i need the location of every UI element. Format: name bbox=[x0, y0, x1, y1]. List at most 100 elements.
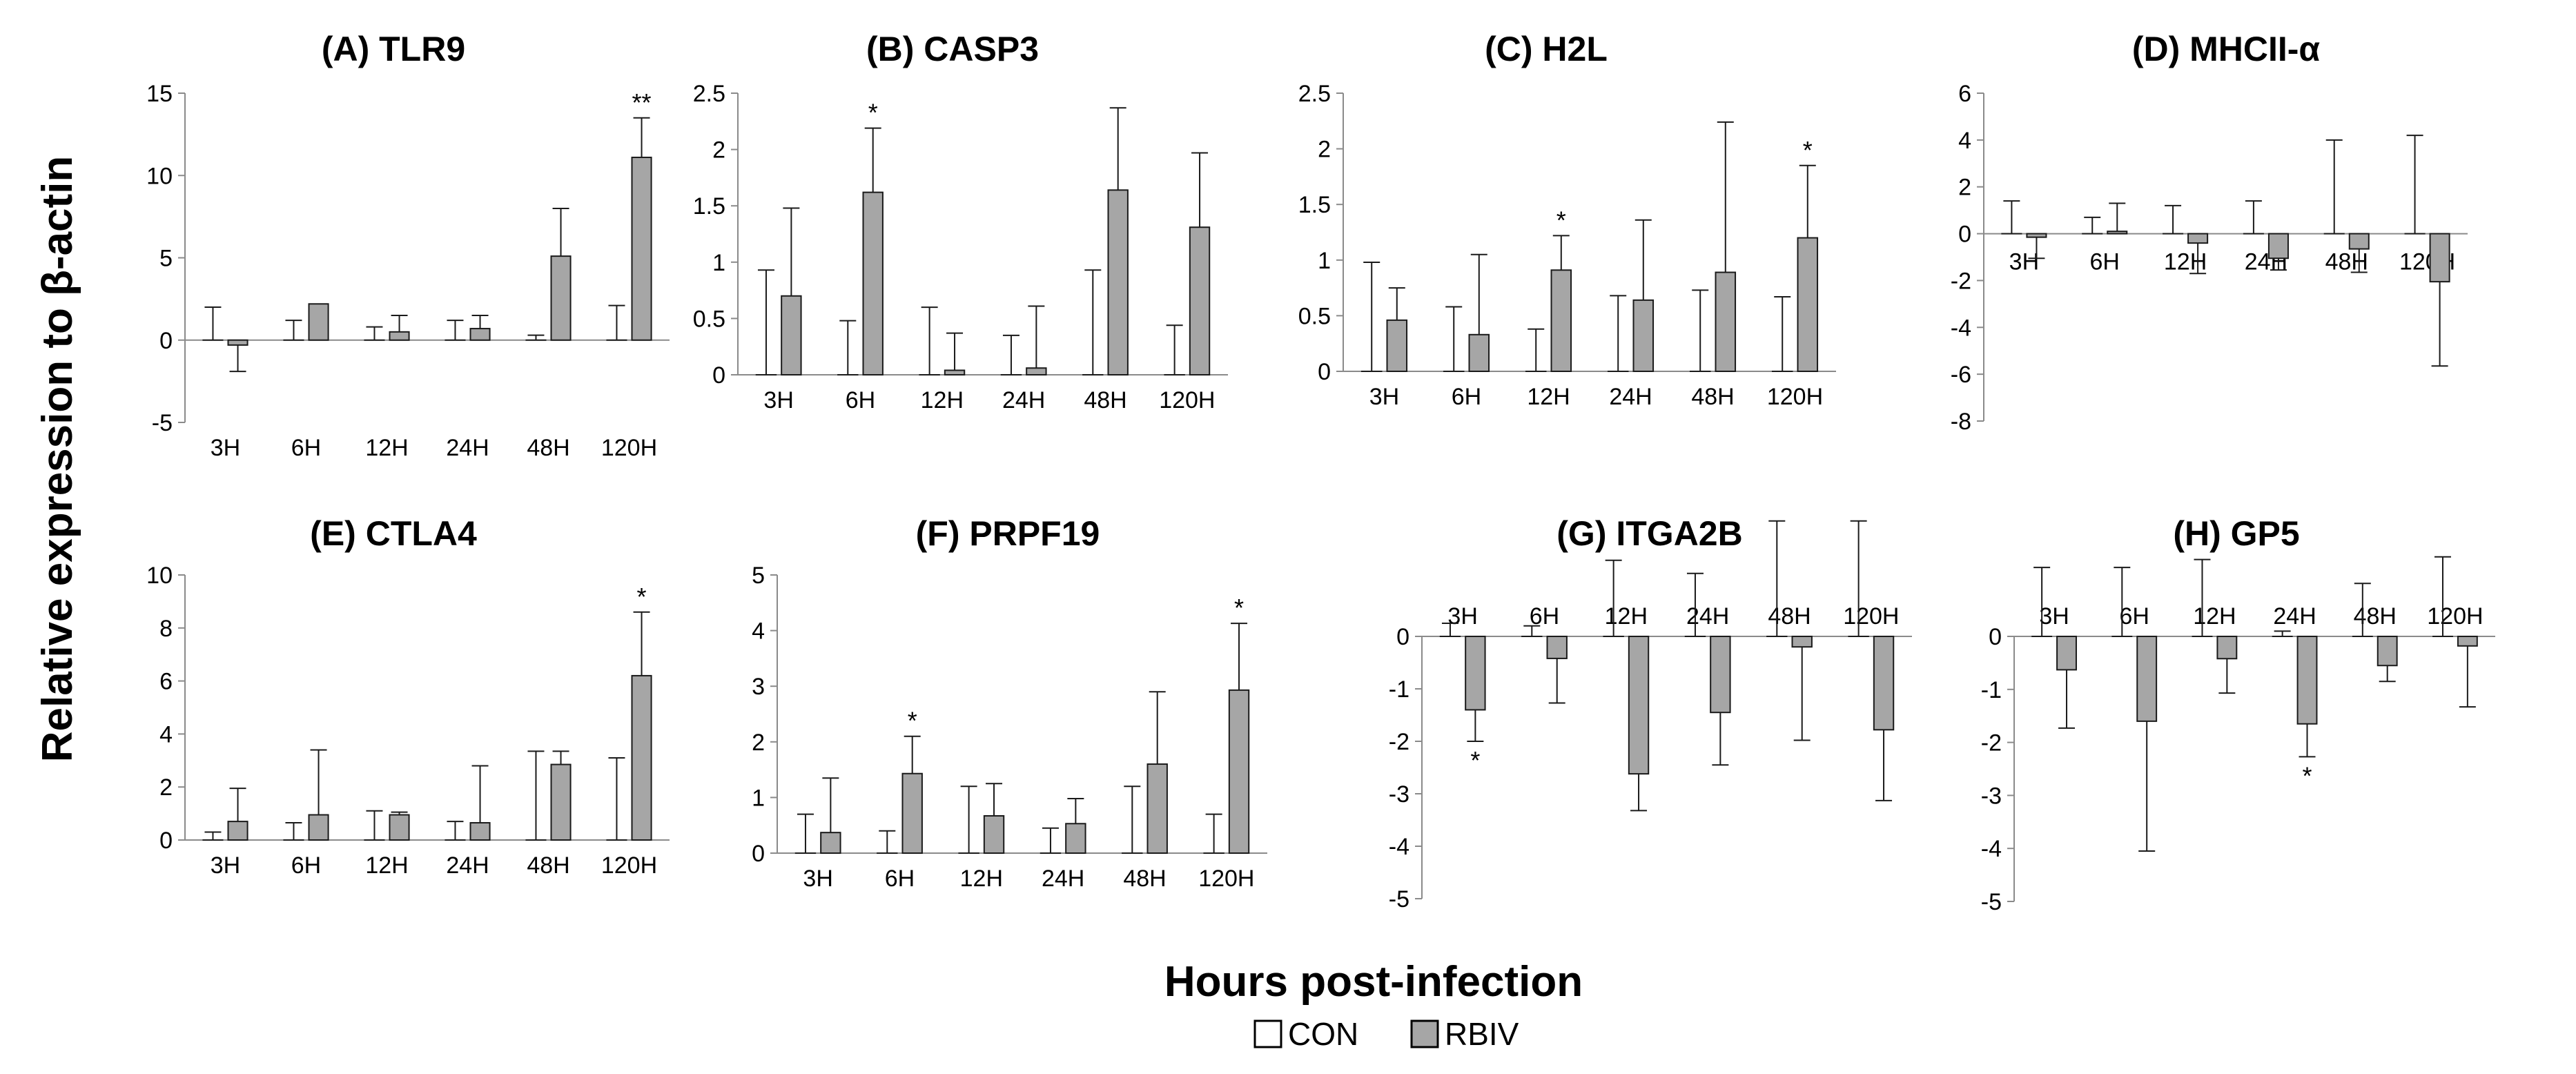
x-tick-label: 6H bbox=[885, 866, 915, 892]
panel-title: (F) PRPF19 bbox=[916, 514, 1100, 553]
rbiv-bar bbox=[2216, 636, 2238, 660]
chart-panel-6: (F) PRPF19 0 1 2 3 4 5 3H 6H * 12H 24H 48H 120H * bbox=[752, 514, 1267, 892]
legend-label-rbiv: RBIV bbox=[1445, 1016, 1519, 1052]
rbiv-bar bbox=[2267, 233, 2289, 260]
y-tick-label: -3 bbox=[1389, 781, 1409, 808]
rbiv-bar bbox=[2296, 636, 2318, 725]
y-tick-label: 5 bbox=[159, 246, 173, 272]
x-tick-label: 48H bbox=[2325, 249, 2368, 275]
x-tick-label: 12H bbox=[365, 435, 408, 461]
rbiv-bar bbox=[389, 814, 410, 841]
y-tick-label: 1.5 bbox=[693, 193, 725, 219]
rbiv-bar bbox=[631, 157, 652, 341]
chart-panel-7: (G) ITGA2B -5 -4 -3 -2 -1 0 3H * 6H 12H 24H 48H 120H bbox=[1389, 514, 1912, 912]
y-tick-label: 0.5 bbox=[693, 306, 725, 332]
chart-panel-3: (C) H2L 0 0.5 1 1.5 2 2.5 3H 6H 12H * 24H 48H 120H * bbox=[1298, 30, 1836, 410]
rbiv-bar bbox=[781, 295, 802, 376]
significance-marker: * bbox=[2303, 761, 2312, 790]
x-tick-label: 6H bbox=[2120, 603, 2149, 629]
x-tick-label: 24H bbox=[2273, 603, 2316, 629]
rbiv-bar bbox=[1797, 237, 1819, 372]
rbiv-bar bbox=[1465, 636, 1486, 711]
rbiv-bar bbox=[1228, 689, 1250, 854]
rbiv-bar bbox=[2377, 636, 2398, 667]
chart-panel-8: (H) GP5 -5 -4 -3 -2 -1 0 3H 6H 12H 24H * 48H 120H bbox=[1981, 514, 2495, 915]
legend-label-con: CON bbox=[1288, 1016, 1358, 1052]
significance-marker: * bbox=[908, 707, 917, 735]
x-tick-label: 120H bbox=[1843, 603, 1899, 629]
x-tick-label: 12H bbox=[1527, 384, 1570, 410]
y-tick-label: 1.5 bbox=[1298, 192, 1331, 218]
significance-marker: ** bbox=[632, 88, 652, 117]
rbiv-bar bbox=[469, 328, 491, 341]
x-tick-label: 48H bbox=[2354, 603, 2397, 629]
rbiv-bar bbox=[227, 821, 248, 841]
rbiv-bar bbox=[2056, 636, 2077, 671]
panel-title: (D) MHCII-α bbox=[2132, 30, 2321, 68]
y-tick-label: 0 bbox=[159, 328, 173, 354]
x-tick-label: 120H bbox=[1198, 866, 1254, 892]
y-tick-label: 0 bbox=[712, 362, 725, 389]
x-tick-label: 6H bbox=[291, 435, 321, 461]
rbiv-bar bbox=[308, 814, 329, 841]
x-tick-label: 120H bbox=[1159, 387, 1215, 413]
rbiv-bar bbox=[820, 832, 841, 854]
y-tick-label: 0 bbox=[1318, 359, 1331, 385]
x-tick-label: 48H bbox=[527, 435, 569, 461]
y-tick-label: 0 bbox=[1396, 624, 1409, 650]
x-tick-label: 12H bbox=[2164, 249, 2207, 275]
rbiv-bar bbox=[469, 822, 491, 841]
rbiv-bar bbox=[389, 331, 410, 341]
x-tick-label: 48H bbox=[527, 852, 569, 879]
y-tick-label: -3 bbox=[1981, 783, 2002, 809]
x-tick-label: 6H bbox=[2090, 249, 2120, 275]
x-tick-label: 3H bbox=[1369, 384, 1399, 410]
y-tick-label: -4 bbox=[1951, 315, 1971, 341]
x-tick-label: 12H bbox=[365, 852, 408, 879]
x-tick-label: 120H bbox=[1767, 384, 1823, 410]
panel-title: (A) TLR9 bbox=[322, 30, 465, 68]
y-tick-label: 2 bbox=[752, 730, 765, 756]
panel-title: (C) H2L bbox=[1485, 30, 1608, 68]
y-tick-label: -4 bbox=[1981, 836, 2002, 862]
y-tick-label: -8 bbox=[1951, 409, 1971, 435]
y-tick-label: -2 bbox=[1951, 268, 1971, 294]
legend-swatch-rbiv bbox=[1410, 1019, 1439, 1048]
x-tick-label: 3H bbox=[1447, 603, 1477, 629]
y-tick-label: 0 bbox=[1989, 624, 2002, 650]
y-tick-label: 2 bbox=[1958, 175, 1971, 201]
y-tick-label: 2 bbox=[1318, 137, 1331, 163]
x-tick-label: 48H bbox=[1084, 387, 1126, 413]
rbiv-bar bbox=[1146, 763, 1168, 855]
y-tick-label: 10 bbox=[146, 563, 173, 589]
x-tick-label: 48H bbox=[1123, 866, 1166, 892]
rbiv-bar bbox=[1468, 333, 1490, 372]
x-tick-label: 120H bbox=[601, 435, 657, 461]
x-tick-label: 24H bbox=[1609, 384, 1652, 410]
x-tick-label: 3H bbox=[2009, 249, 2039, 275]
y-tick-label: -5 bbox=[1389, 886, 1409, 912]
rbiv-bar bbox=[1550, 269, 1572, 373]
rbiv-bar bbox=[1715, 271, 1737, 373]
rbiv-bar bbox=[308, 303, 329, 341]
x-tick-label: 24H bbox=[1002, 387, 1045, 413]
y-tick-label: -6 bbox=[1951, 362, 1971, 388]
x-tick-label: 12H bbox=[960, 866, 1003, 892]
rbiv-bar bbox=[1628, 636, 1650, 775]
significance-marker: * bbox=[637, 583, 647, 611]
panel-title: (G) ITGA2B bbox=[1557, 514, 1742, 553]
rbiv-bar bbox=[631, 674, 652, 841]
x-tick-label: 24H bbox=[446, 852, 489, 879]
rbiv-bar bbox=[227, 339, 248, 346]
y-tick-label: 1 bbox=[1318, 248, 1331, 274]
x-tick-label: 120H bbox=[601, 852, 657, 879]
chart-panel-1: (A) TLR9 -5 0 5 10 15 3H 6H 12H 24H 48H 120H ** bbox=[146, 30, 670, 461]
rbiv-bar bbox=[1107, 189, 1129, 375]
y-tick-label: 8 bbox=[159, 616, 173, 642]
y-tick-label: 2.5 bbox=[1298, 81, 1331, 107]
y-tick-label: 0 bbox=[159, 828, 173, 854]
rbiv-bar bbox=[944, 369, 966, 375]
y-tick-label: 6 bbox=[159, 669, 173, 695]
x-tick-label: 48H bbox=[1768, 603, 1811, 629]
